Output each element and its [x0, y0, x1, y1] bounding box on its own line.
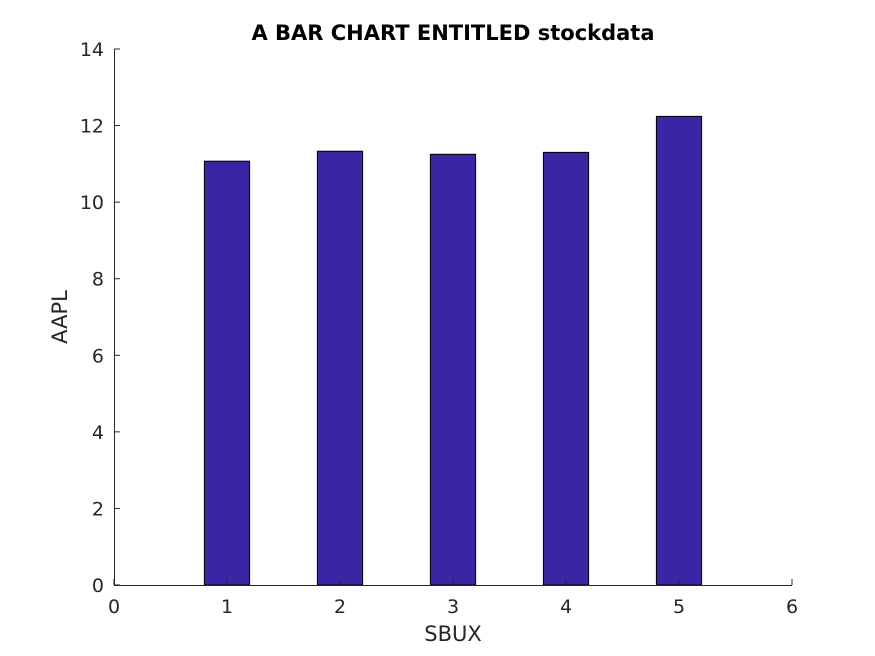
y-tick-label-14: 14: [80, 39, 104, 61]
y-tick-label-0: 0: [92, 575, 104, 597]
bar-2: [316, 150, 364, 586]
y-tick-label-6: 6: [92, 345, 104, 367]
x-tick-label-4: 4: [560, 596, 572, 618]
x-tick-label-5: 5: [673, 596, 685, 618]
y-tick-label-8: 8: [92, 269, 104, 291]
axes-group: [114, 49, 792, 586]
y-ticks-group: 0 2 4 6 8 10 12 14: [80, 39, 120, 597]
bar-4: [542, 151, 590, 586]
chart-title: A BAR CHART ENTITLED stockdata: [251, 21, 654, 45]
y-tick-label-12: 12: [80, 116, 104, 138]
bar-5: [655, 115, 703, 586]
x-tick-label-3: 3: [447, 596, 459, 618]
x-tick-label-1: 1: [221, 596, 233, 618]
x-ticks-group: 0 1 2 3 4 5 6: [108, 579, 798, 618]
x-tick-label-2: 2: [334, 596, 346, 618]
y-tick-label-2: 2: [92, 498, 104, 520]
y-tick-label-10: 10: [80, 192, 104, 214]
x-axis-label: SBUX: [424, 622, 482, 646]
bars-group: [203, 115, 703, 586]
y-tick-label-4: 4: [92, 422, 104, 444]
x-tick-label-0: 0: [108, 596, 120, 618]
x-tick-label-6: 6: [786, 596, 798, 618]
y-axis-label: AAPL: [48, 290, 72, 344]
bar-3: [429, 153, 477, 586]
bar-1: [203, 160, 251, 586]
